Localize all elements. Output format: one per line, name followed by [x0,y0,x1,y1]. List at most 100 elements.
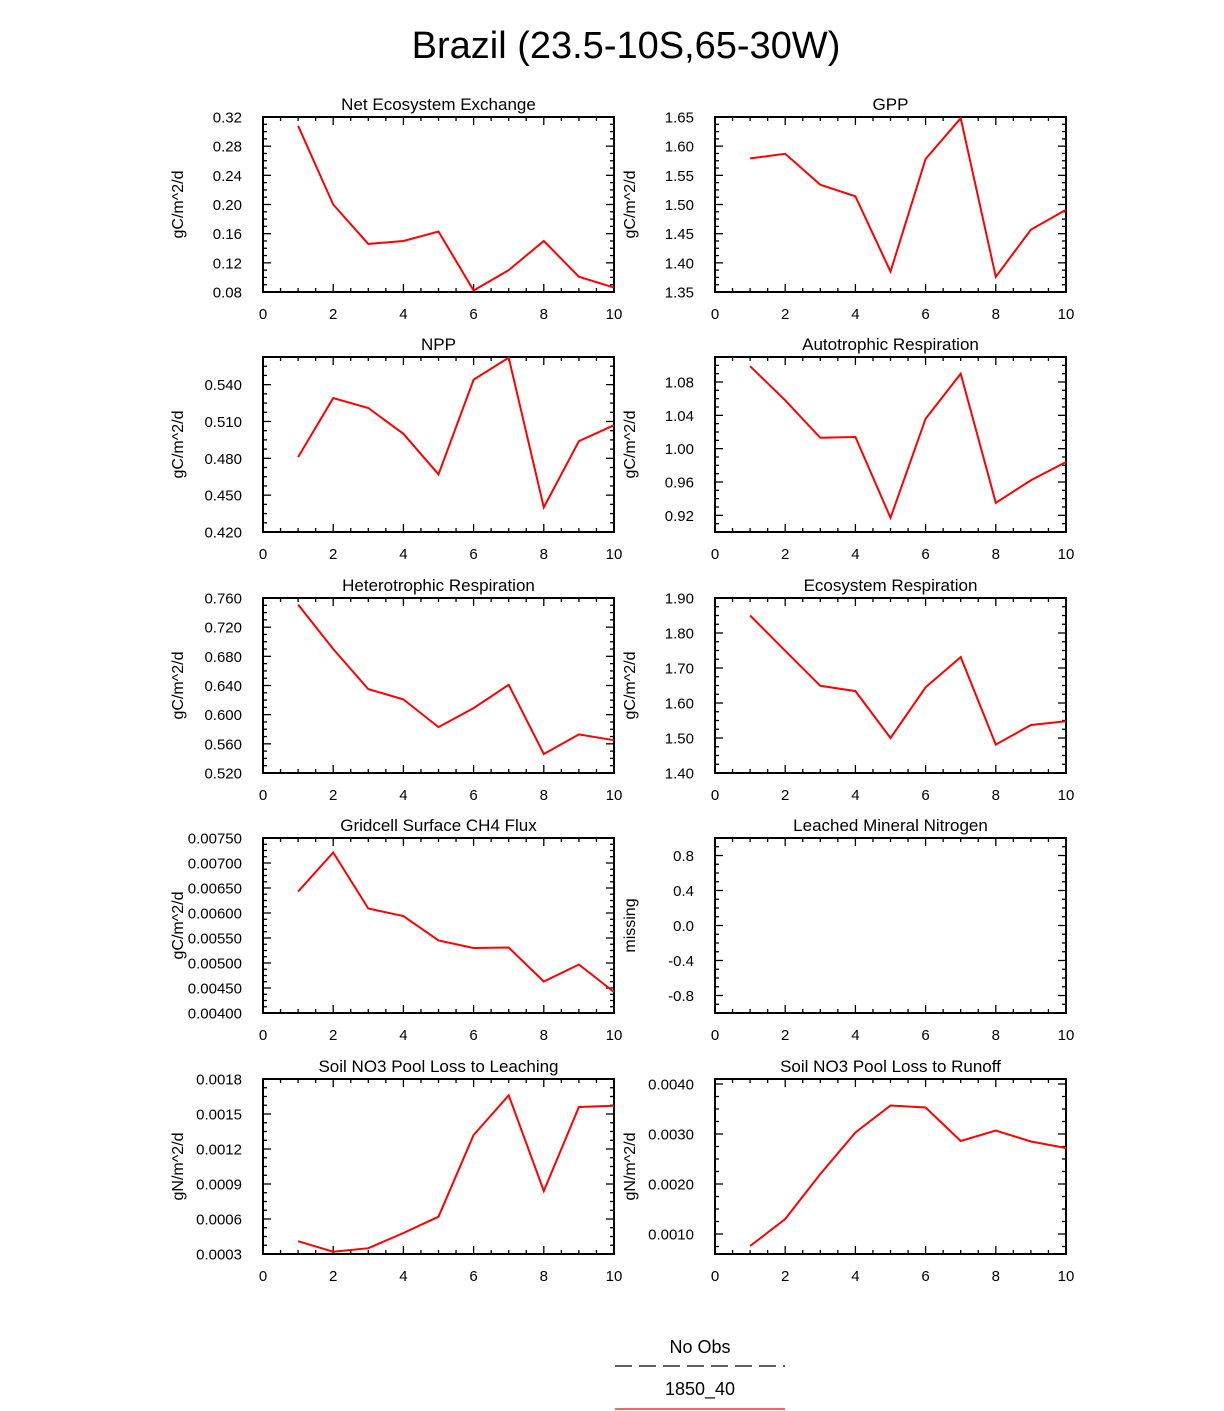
series-line-1 [297,850,615,993]
y-tick-label: 1.35 [665,285,694,302]
y-tick-label: 0.450 [204,488,242,505]
y-axis-label: gC/m^2/d [170,411,187,479]
x-tick-label: 2 [329,1268,337,1285]
y-tick-label: 0.00400 [188,1006,242,1023]
x-tick-label: 2 [781,546,789,563]
x-tick-label: 2 [781,1268,789,1285]
x-tick-label: 0 [711,546,719,563]
chart-panel-4: Autotrophic Respiration gC/m^2/d 0 2 4 6 8 10 0.… [622,335,1074,563]
chart-title: Net Ecosystem Exchange [341,95,536,114]
y-tick-label: 0.0030 [648,1127,694,1144]
x-tick-label: 10 [1058,306,1075,323]
x-tick-label: 0 [711,1027,719,1044]
y-tick-label: 1.00 [665,441,694,458]
chart-title: Soil NO3 Pool Loss to Runoff [780,1057,1001,1076]
x-tick-label: 4 [851,1027,859,1044]
x-tick-label: 2 [781,787,789,804]
y-tick-label: 0.4 [673,883,694,900]
y-tick-label: 0.0 [673,918,694,935]
y-axis-label: gC/m^2/d [622,411,639,479]
y-tick-label: 0.420 [204,525,242,542]
y-tick-label: 1.40 [665,766,694,783]
x-tick-label: 0 [711,1268,719,1285]
chart-title: Soil NO3 Pool Loss to Leaching [318,1057,558,1076]
x-tick-label: 10 [1058,787,1075,804]
x-tick-label: 2 [329,1027,337,1044]
x-tick-label: 8 [540,546,548,563]
y-tick-label: 0.680 [204,649,242,666]
y-tick-label: 0.28 [213,139,242,156]
y-tick-label: 0.96 [665,475,694,492]
x-tick-label: 6 [921,1027,929,1044]
y-tick-label: 1.70 [665,661,694,678]
series-line-1 [749,614,1067,747]
legend-label-no-obs: No Obs [669,1337,730,1357]
y-tick-label: 1.04 [665,408,694,425]
y-tick-label: 0.12 [213,255,242,272]
chart-panel-9: Soil NO3 Pool Loss to Leaching gN/m^2/d 0 2… [170,1057,622,1285]
y-tick-label: 0.08 [213,285,242,302]
x-tick-label: 6 [921,306,929,323]
series-line-1 [749,116,1067,280]
chart-title: Gridcell Surface CH4 Flux [340,816,537,835]
y-tick-label: 1.80 [665,626,694,643]
x-tick-label: 0 [259,1268,267,1285]
x-tick-label: 8 [540,1027,548,1044]
chart-panel-8: Leached Mineral Nitrogen missing 0 2 4 6 8 10 -0… [622,816,1074,1044]
x-tick-label: 6 [469,306,477,323]
y-tick-label: 0.0006 [196,1212,242,1229]
chart-title: Heterotrophic Respiration [342,576,535,595]
chart-title: GPP [873,95,909,114]
chart-panel-1: Net Ecosystem Exchange gC/m^2/d 0 2 4 6 8 10 0.0… [170,95,622,323]
y-tick-label: 0.540 [204,377,242,394]
y-tick-label: 0.00600 [188,906,242,923]
chart-title: NPP [421,335,456,354]
x-tick-label: 8 [992,306,1000,323]
y-tick-label: 0.0015 [196,1107,242,1124]
plot-frame [714,597,1067,774]
x-tick-label: 8 [992,787,1000,804]
y-tick-label: 0.0018 [196,1072,242,1089]
y-tick-label: -0.4 [668,953,694,970]
y-tick-label: 1.60 [665,696,694,713]
chart-panel-7: Gridcell Surface CH4 Flux gC/m^2/d 0 2 4 6 8 10… [170,816,622,1044]
series-line-1 [297,1093,615,1253]
x-tick-label: 6 [469,546,477,563]
x-tick-label: 6 [469,1268,477,1285]
y-tick-label: 0.00450 [188,981,242,998]
y-tick-label: 0.24 [213,168,242,185]
chart-panel-10: Soil NO3 Pool Loss to Runoff gN/m^2/d 0 2 4 6… [622,1057,1074,1285]
plot-frame [262,1078,615,1255]
series-line-1 [297,356,615,511]
x-tick-label: 6 [921,787,929,804]
plot-frame [714,116,1067,293]
y-tick-label: 0.0040 [648,1077,694,1094]
y-tick-label: 0.8 [673,848,694,865]
x-tick-label: 10 [606,1027,623,1044]
y-tick-label: 0.0010 [648,1227,694,1244]
x-tick-label: 10 [606,546,623,563]
y-tick-label: 0.00500 [188,956,242,973]
x-tick-label: 4 [851,306,859,323]
y-tick-label: 1.65 [665,110,694,127]
y-tick-label: 1.40 [665,255,694,272]
x-tick-label: 2 [329,306,337,323]
y-tick-label: 1.55 [665,168,694,185]
x-tick-label: 0 [711,787,719,804]
y-tick-label: -0.8 [668,988,694,1005]
x-tick-label: 10 [606,787,623,804]
x-tick-label: 0 [259,1027,267,1044]
x-tick-label: 8 [992,546,1000,563]
y-tick-label: 1.90 [665,591,694,608]
y-tick-label: 1.50 [665,197,694,214]
chart-title: Ecosystem Respiration [804,576,978,595]
x-tick-label: 8 [992,1268,1000,1285]
y-tick-label: 0.600 [204,707,242,724]
x-tick-label: 2 [781,1027,789,1044]
x-tick-label: 0 [711,306,719,323]
x-tick-label: 10 [1058,1027,1075,1044]
x-tick-label: 10 [606,1268,623,1285]
y-tick-label: 0.00550 [188,931,242,948]
y-tick-label: 0.0009 [196,1177,242,1194]
